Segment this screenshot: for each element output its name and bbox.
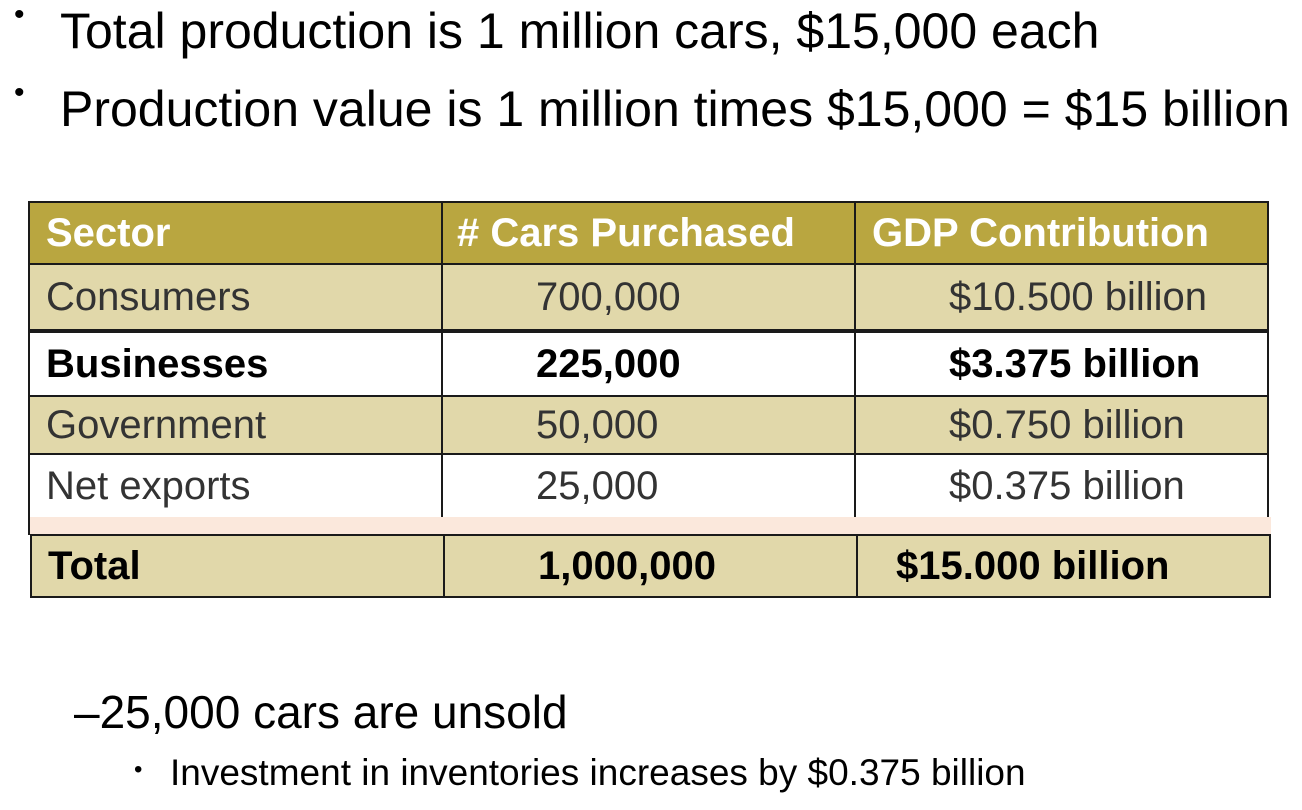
table-header-row: Sector # Cars Purchased GDP Contribution (28, 201, 1269, 265)
cell-sector: Consumers (28, 263, 443, 331)
cell-gdp: $3.375 billion (854, 331, 1269, 397)
table-row: Government 50,000 $0.750 billion (28, 395, 1269, 455)
sub-sub-bullet-inventories: • Investment in inventories increases by… (134, 752, 1026, 794)
header-cars-purchased: # Cars Purchased (441, 201, 856, 265)
cell-total-gdp: $15.000 billion (856, 534, 1271, 598)
table-row: Businesses 225,000 $3.375 billion (28, 331, 1269, 397)
bullet-dot: • (14, 76, 25, 109)
bullet-dot: • (134, 756, 143, 783)
cell-sector: Government (28, 395, 443, 455)
sub-bullet-unsold: –25,000 cars are unsold (74, 685, 568, 739)
cell-total-cars: 1,000,000 (443, 534, 858, 598)
cell-cars: 700,000 (441, 263, 856, 331)
sub-sub-bullet-text: Investment in inventories increases by $… (170, 752, 1026, 793)
cell-cars: 225,000 (441, 331, 856, 397)
bullet-dot: • (14, 0, 25, 31)
dash-marker: – (74, 686, 100, 738)
table-total-row: Total 1,000,000 $15.000 billion (30, 534, 1271, 598)
sub-bullet-text: 25,000 cars are unsold (99, 686, 568, 738)
header-sector: Sector (28, 201, 443, 265)
table-row: Net exports 25,000 $0.375 billion (28, 453, 1269, 519)
cell-sector: Net exports (28, 453, 443, 519)
cell-cars: 25,000 (441, 453, 856, 519)
table-row: Consumers 700,000 $10.500 billion (28, 263, 1269, 331)
cell-cars: 50,000 (441, 395, 856, 455)
cell-sector: Businesses (28, 331, 443, 397)
cell-gdp: $0.750 billion (854, 395, 1269, 455)
hidden-row-peek (28, 517, 1271, 535)
bullet-text: Production value is 1 million times $15,… (60, 81, 1290, 137)
bullet-text: Total production is 1 million cars, $15,… (60, 3, 1100, 59)
cell-gdp: $0.375 billion (854, 453, 1269, 519)
cell-gdp: $10.500 billion (854, 263, 1269, 331)
cell-total-label: Total (30, 534, 445, 598)
header-gdp-contribution: GDP Contribution (854, 201, 1269, 265)
